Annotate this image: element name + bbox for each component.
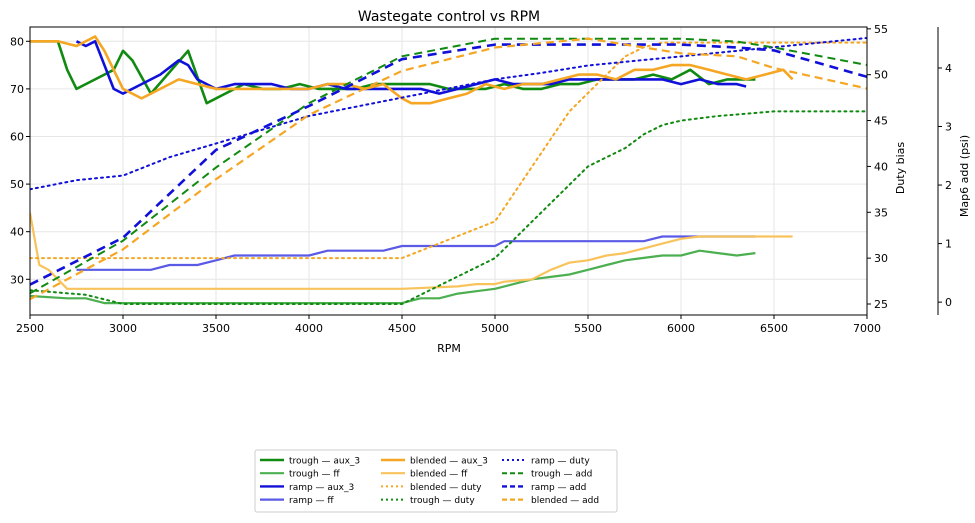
y3-tick-label-4: 4 [945, 62, 952, 75]
legend-label-8: ramp — duty [531, 457, 590, 467]
y-tick-label-5: 80 [10, 35, 24, 48]
legend-label-7: trough — duty [410, 496, 475, 506]
legend-label-6: blended — duty [410, 483, 482, 493]
legend-label-3: ramp — ff [289, 496, 334, 506]
series-line-1 [30, 249, 756, 305]
y3-axis-label: Map6 add (psi) [958, 135, 971, 217]
series-line-7 [30, 110, 867, 305]
y3-tick-label-3: 3 [945, 121, 952, 134]
chart-title: Wastegate control vs RPM [358, 9, 540, 25]
legend-label-11: blended — add [531, 496, 599, 506]
series-line-10 [30, 43, 867, 286]
series-line-2 [75, 39, 747, 95]
x-tick-label-6: 5500 [574, 322, 602, 335]
series-line-3 [76, 235, 756, 271]
legend-label-5: blended — ff [410, 470, 468, 480]
series-line-9 [30, 37, 867, 295]
x-tick-label-7: 6000 [667, 322, 695, 335]
y2-tick-label-6: 55 [874, 23, 888, 36]
y2-tick-label-0: 25 [874, 298, 888, 311]
x-tick-label-0: 2500 [16, 322, 44, 335]
y2-tick-label-5: 50 [874, 69, 888, 82]
y-tick-label-3: 60 [10, 130, 24, 143]
x-tick-label-8: 6500 [760, 322, 788, 335]
plot-frame [29, 26, 868, 316]
y2-tick-label-3: 40 [874, 160, 888, 173]
x-tick-label-2: 3500 [202, 322, 230, 335]
legend-label-9: trough — add [531, 470, 592, 480]
legend-label-4: blended — aux_3 [410, 457, 488, 467]
legend-box [254, 449, 618, 513]
y-tick-label-2: 50 [10, 178, 24, 191]
y-tick-label-4: 70 [10, 83, 24, 96]
series-line-8 [30, 37, 867, 191]
y-tick-label-1: 40 [10, 226, 24, 239]
y3-tick-label-0: 0 [945, 296, 952, 309]
series-line-11 [30, 37, 867, 301]
axes: 2500 3000 3500 4000 4500 5000 5500 6000 6500 7000… [10, 23, 952, 335]
legend-label-2: ramp — aux_3 [289, 483, 354, 493]
series-group [30, 35, 867, 305]
x-axis-label: RPM [437, 342, 461, 355]
y2-tick-label-1: 30 [874, 252, 888, 265]
y2-tick-label-2: 35 [874, 206, 888, 219]
y-tick-label-0: 30 [10, 273, 24, 286]
x-tick-label-5: 5000 [481, 322, 509, 335]
legend-label-10: ramp — add [531, 483, 586, 493]
x-tick-label-3: 4000 [295, 322, 323, 335]
x-tick-label-1: 3000 [109, 322, 137, 335]
series-line-4 [30, 35, 794, 105]
x-tick-label-4: 4500 [388, 322, 416, 335]
y2-tick-label-4: 45 [874, 115, 888, 128]
y3-tick-label-1: 1 [945, 238, 952, 251]
legend-label-1: trough — ff [289, 470, 340, 480]
y3-tick-label-2: 2 [945, 179, 952, 192]
x-tick-label-9: 7000 [853, 322, 881, 335]
y2-axis-label: Duty bias [894, 142, 907, 195]
grid [29, 27, 868, 315]
legend-label-0: trough — aux_3 [289, 457, 360, 467]
series-line-5 [30, 212, 793, 290]
